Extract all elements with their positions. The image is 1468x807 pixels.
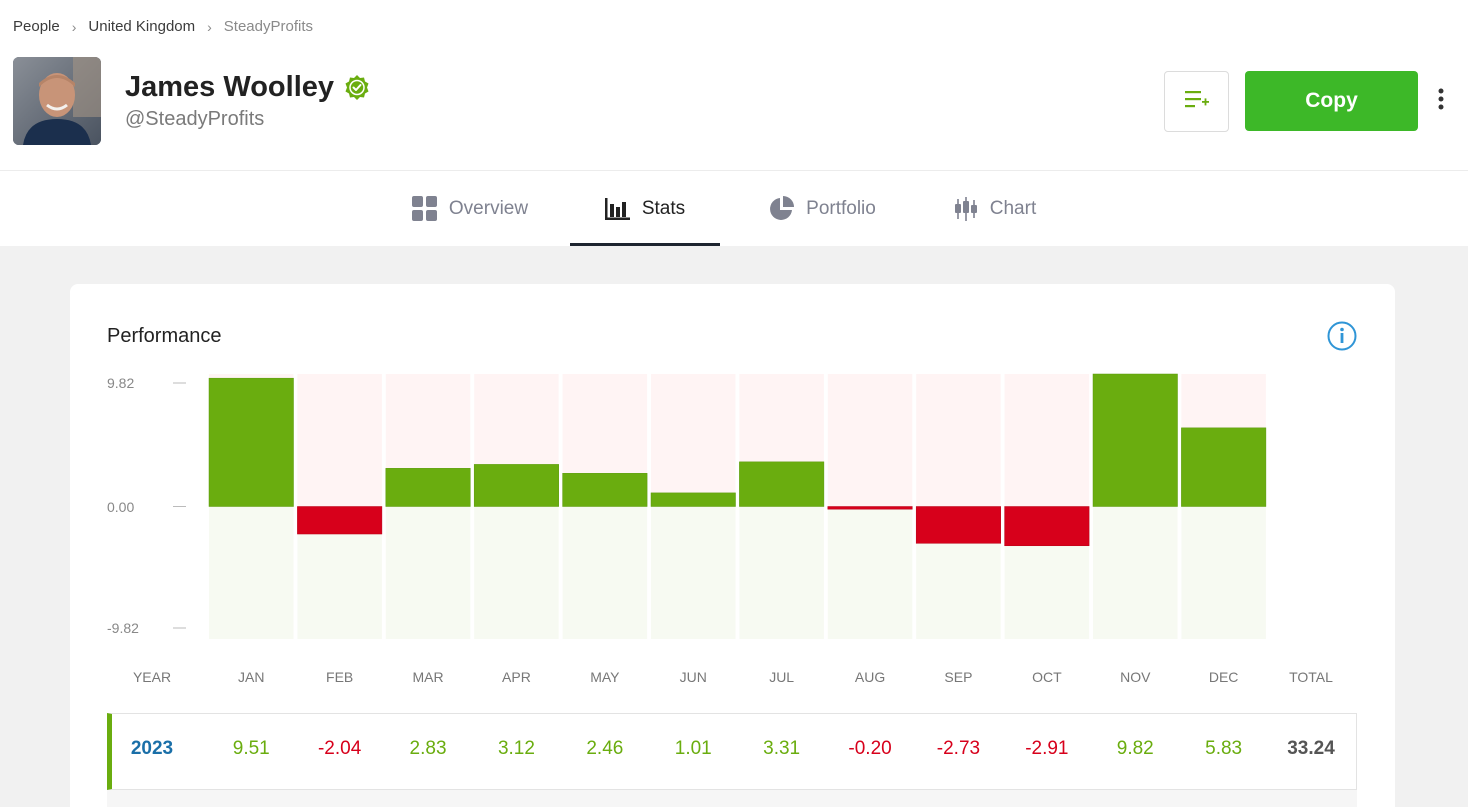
bar-bg-upper-feb <box>297 374 382 507</box>
bar-bg-lower-jan <box>209 506 294 639</box>
tab-stats[interactable]: Stats <box>570 171 720 246</box>
performance-title: Performance <box>107 325 222 347</box>
column-header-jan: JAN <box>238 669 265 685</box>
column-header-year: YEAR <box>132 669 172 685</box>
bar-bg-upper-oct <box>1004 374 1090 507</box>
column-header-aug: AUG <box>854 669 886 685</box>
profile-header: People › United Kingdom › SteadyProfits … <box>0 0 1468 246</box>
info-icon[interactable] <box>1327 321 1357 351</box>
bar-feb <box>297 506 383 535</box>
chevron-right-icon: › <box>71 18 77 35</box>
row-value-sep: -2.73 <box>936 738 981 759</box>
bar-jun <box>650 492 736 507</box>
bar-bg-lower-may <box>562 506 648 639</box>
column-header-dec: DEC <box>1208 669 1239 685</box>
bar-bg-lower-jun <box>651 506 736 639</box>
performance-chart <box>173 373 1267 639</box>
column-header-jul: JUL <box>769 669 795 685</box>
row-value-oct: -2.91 <box>1025 738 1069 759</box>
bar-sep <box>915 506 1001 544</box>
y-tick-zero: 0.00 <box>107 498 135 515</box>
bar-nov <box>1092 373 1178 507</box>
candlestick-icon <box>954 196 978 221</box>
y-tick-max: 9.82 <box>107 375 135 391</box>
bar-bg-lower-apr <box>474 506 559 639</box>
bar-bg-lower-jul <box>739 506 824 639</box>
header-divider <box>0 170 1468 171</box>
breadcrumb: People › United Kingdom › SteadyProfits <box>13 18 313 35</box>
add-to-list-icon <box>1184 88 1210 115</box>
bar-mar <box>385 468 471 507</box>
avatar <box>13 57 101 145</box>
column-header-nov: NOV <box>1120 669 1151 685</box>
bar-jan <box>208 377 294 507</box>
column-header-jun: JUN <box>679 669 707 685</box>
row-value-nov: 9.82 <box>1116 738 1154 759</box>
pie-chart-icon <box>769 196 795 221</box>
bar-bg-upper-sep <box>916 374 1001 507</box>
bar-jul <box>739 461 825 507</box>
row-value-mar: 2.83 <box>409 738 447 759</box>
tab-overview-label: Overview <box>448 197 529 219</box>
tab-portfolio[interactable]: Portfolio <box>745 171 900 246</box>
row-value-jun: 1.01 <box>674 738 712 759</box>
more-options-button[interactable] <box>1430 86 1452 116</box>
profile-handle: @SteadyProfits <box>125 108 265 130</box>
row-total: 33.24 <box>1287 738 1335 759</box>
row-year-label: 2023 <box>130 738 174 759</box>
row-value-dec: 5.83 <box>1205 738 1243 759</box>
bar-chart-icon <box>604 197 630 220</box>
next-row-placeholder <box>107 790 1357 807</box>
row-value-jul: 3.31 <box>763 738 801 759</box>
add-to-watchlist-button[interactable] <box>1164 71 1229 132</box>
tab-chart-label: Chart <box>989 197 1037 219</box>
tab-bar: Overview Stats Portfolio <box>0 171 1468 246</box>
bar-aug <box>827 506 913 510</box>
row-value-feb: -2.04 <box>317 738 362 759</box>
chevron-right-icon: › <box>207 18 212 35</box>
y-tick-min: -9.82 <box>107 620 139 636</box>
bar-bg-upper-jun <box>651 374 736 507</box>
copy-button[interactable]: Copy <box>1245 71 1418 131</box>
column-header-apr: APR <box>502 669 531 685</box>
bar-may <box>562 473 648 507</box>
tab-chart[interactable]: Chart <box>930 171 1060 246</box>
bar-apr <box>473 464 559 507</box>
column-headers: YEAR JAN FEB MAR APR MAY JUN JUL AUG SEP OCT NOV DEC… <box>70 669 1395 689</box>
bar-bg-lower-nov <box>1093 506 1178 639</box>
column-header-may: MAY <box>590 669 620 685</box>
row-value-apr: 3.12 <box>497 738 535 759</box>
bar-bg-lower-dec <box>1181 506 1266 639</box>
column-header-total: TOTAL <box>1289 669 1333 685</box>
tab-portfolio-label: Portfolio <box>806 197 876 219</box>
tab-overview[interactable]: Overview <box>380 171 560 246</box>
verified-badge-icon <box>343 74 371 102</box>
performance-card: Performance 9.82 0.00 -9.82 YEAR JAN FEB MA… <box>70 284 1395 807</box>
bar-dec <box>1181 427 1267 507</box>
profile-name-text: James Woolley <box>125 71 335 103</box>
breadcrumb-country[interactable]: United Kingdom <box>88 18 196 35</box>
column-header-feb: FEB <box>326 669 354 685</box>
bar-bg-lower-aug <box>827 506 913 639</box>
column-header-oct: OCT <box>1032 669 1062 685</box>
tab-stats-label: Stats <box>641 197 686 219</box>
year-row-2023[interactable]: 2023 9.51 -2.04 2.83 3.12 2.46 1.01 3.31 -0.20 -2… <box>107 713 1357 790</box>
column-header-sep: SEP <box>944 669 973 685</box>
breadcrumb-current: SteadyProfits <box>223 18 314 35</box>
row-value-aug: -0.20 <box>848 738 892 759</box>
more-vertical-icon <box>1438 88 1444 115</box>
grid-icon <box>411 196 437 221</box>
row-value-jan: 9.51 <box>232 738 270 759</box>
bar-oct <box>1004 506 1090 547</box>
breadcrumb-people[interactable]: People <box>13 18 60 35</box>
row-value-may: 2.46 <box>586 738 624 759</box>
bar-bg-upper-aug <box>827 374 913 507</box>
profile-name: James Woolley <box>125 71 371 104</box>
column-header-mar: MAR <box>412 669 444 685</box>
bar-bg-lower-mar <box>385 506 471 639</box>
